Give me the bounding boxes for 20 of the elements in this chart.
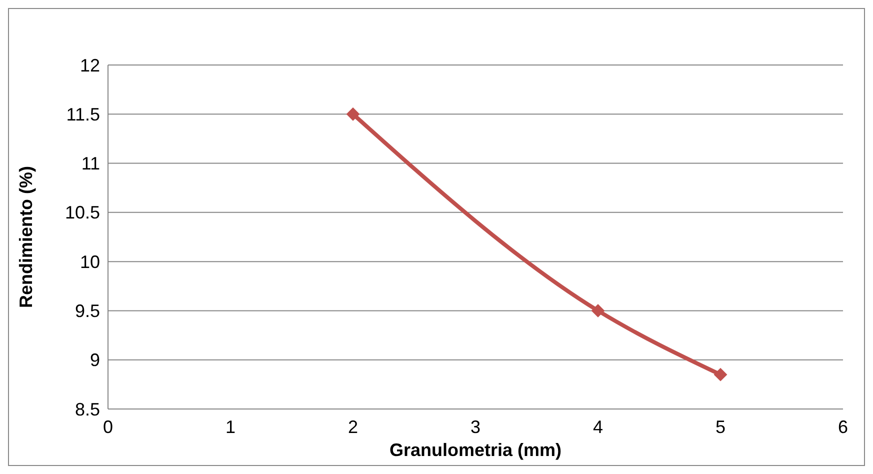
x-tick-label: 3 [470,417,481,437]
y-tick-label: 8.5 [74,399,100,420]
y-tick-label: 10.5 [64,202,100,223]
point [714,368,727,382]
x-tick-label: 0 [102,417,114,437]
x-tick-label: 6 [838,417,848,437]
y-tick-label: 10 [80,252,100,272]
y-tick-label: 9.5 [74,301,100,322]
x-tick-label: 2 [348,417,358,437]
x-axis-title: Granulometria (mm) [389,440,562,460]
x-tick-label: 1 [225,417,236,437]
y-axis-title: Rendimiento (%) [16,166,36,308]
point [346,108,360,121]
x-tick-label: 4 [592,417,604,437]
point [592,304,604,318]
y-tick-label: 11 [81,154,100,174]
x-tick-label: 5 [715,417,726,437]
y-tick-label: 12 [80,55,100,76]
y-tick-label: 11.5 [66,104,100,124]
y-tick-label: 9 [90,350,100,370]
